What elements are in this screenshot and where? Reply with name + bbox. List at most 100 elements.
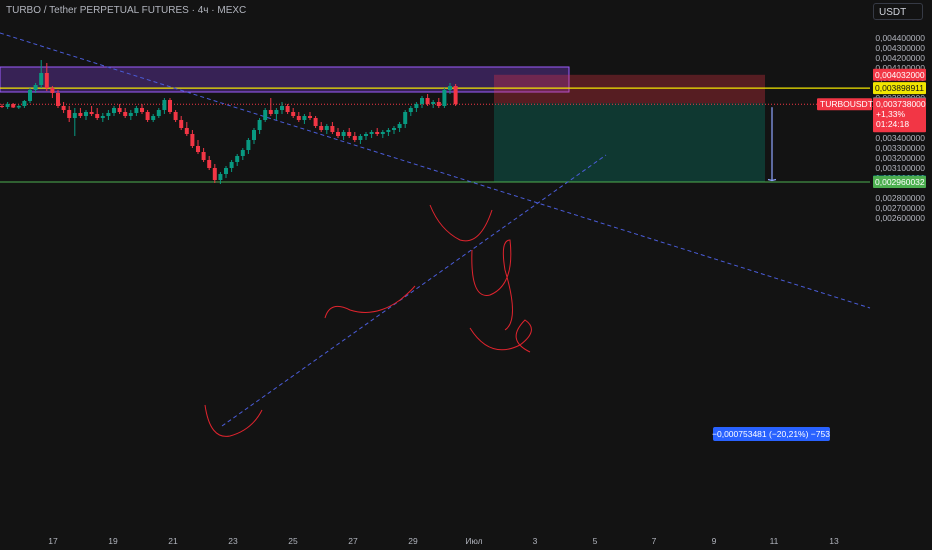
candle-body xyxy=(0,106,4,107)
candle xyxy=(201,148,206,162)
candle xyxy=(436,98,441,108)
candle-body xyxy=(50,88,55,93)
stop-loss-zone[interactable] xyxy=(494,74,765,104)
current-price-text: 01:24:18 xyxy=(876,119,909,129)
candle xyxy=(375,128,380,136)
candle xyxy=(145,110,150,122)
candle xyxy=(246,138,251,154)
candle-body xyxy=(386,130,391,132)
x-tick-label: 13 xyxy=(829,536,839,546)
hand-drawn-annotation[interactable] xyxy=(204,404,263,437)
candle xyxy=(229,160,234,172)
candle-body xyxy=(246,140,251,150)
candle-body xyxy=(84,112,88,116)
take-profit-zone[interactable] xyxy=(494,103,765,182)
candle xyxy=(168,98,172,114)
hand-drawn-annotation[interactable] xyxy=(324,285,416,319)
measure-label-bg xyxy=(713,427,830,441)
candle-body xyxy=(112,108,116,113)
x-tick-label: Июл xyxy=(465,536,482,546)
candle-body xyxy=(448,86,452,90)
candle xyxy=(268,98,273,116)
candle-body xyxy=(162,100,167,110)
candle xyxy=(408,106,413,116)
candle xyxy=(28,88,32,103)
candle xyxy=(392,126,396,134)
candle-body xyxy=(128,113,133,116)
candle-body xyxy=(341,132,346,136)
candle-body xyxy=(425,98,430,104)
y-tick-label: 0,003300000 xyxy=(875,143,925,153)
candle xyxy=(56,90,60,108)
candle xyxy=(442,88,447,108)
descending-trendline[interactable] xyxy=(0,32,871,309)
candle xyxy=(78,108,83,118)
candle xyxy=(358,134,363,144)
candle xyxy=(274,108,279,120)
candle-body xyxy=(302,116,307,120)
candle xyxy=(151,114,156,122)
candle-body xyxy=(184,128,189,134)
candle xyxy=(425,94,430,106)
candle xyxy=(263,108,268,122)
hand-drawn-annotation[interactable] xyxy=(469,319,532,353)
hand-drawn-annotation[interactable] xyxy=(429,204,493,242)
price-tag: 0,002960032 xyxy=(873,175,926,188)
candle xyxy=(162,98,167,114)
candle-body xyxy=(414,104,419,108)
candle-body xyxy=(330,126,335,132)
price-tag-text: 0,003898911 xyxy=(875,83,924,93)
candle xyxy=(39,60,44,88)
measure-label[interactable]: −0,000753481 (−20,21%) −753 xyxy=(712,427,830,441)
price-tag-text: 0,004032000 xyxy=(875,70,925,80)
candle-body xyxy=(156,110,161,116)
candle xyxy=(224,166,228,178)
price-tag-bg xyxy=(873,82,926,95)
candle xyxy=(44,63,49,91)
candle-body xyxy=(56,93,60,106)
candle xyxy=(285,104,290,114)
price-tag-bg xyxy=(873,175,926,188)
candle xyxy=(5,102,10,109)
candle xyxy=(0,104,4,108)
candle-body xyxy=(392,128,396,130)
candle xyxy=(330,122,335,134)
current-price-text: +1,33% xyxy=(876,109,906,119)
candle xyxy=(128,110,133,120)
ascending-trendline[interactable] xyxy=(221,154,607,427)
x-tick-label: 3 xyxy=(533,536,538,546)
symbol-tag-bg xyxy=(817,98,872,111)
candle-body xyxy=(16,106,21,108)
candle-body xyxy=(95,114,100,118)
x-tick-label: 9 xyxy=(712,536,717,546)
candle xyxy=(22,100,27,108)
candle-body xyxy=(140,108,144,112)
hand-drawn-annotation[interactable] xyxy=(471,239,513,331)
candle-body xyxy=(11,104,16,108)
candle-body xyxy=(240,150,245,156)
currency-selector[interactable]: USDT xyxy=(873,3,923,20)
candle xyxy=(218,172,223,184)
candle xyxy=(257,118,262,134)
x-tick-label: 19 xyxy=(108,536,118,546)
price-tag: 0,004032000 xyxy=(873,68,926,81)
candle-body xyxy=(285,106,290,112)
candle-body xyxy=(224,168,228,174)
measure-label-text: −0,000753481 (−20,21%) −753 xyxy=(712,429,830,439)
candle xyxy=(106,110,111,120)
y-tick-label: 0,002600000 xyxy=(875,213,925,223)
candle xyxy=(313,116,318,128)
candle-body xyxy=(296,116,301,120)
candle-body xyxy=(123,112,128,116)
candle xyxy=(252,128,256,144)
y-tick-label: 0,004100000 xyxy=(875,63,925,73)
candle xyxy=(134,106,139,116)
candle-body xyxy=(28,90,32,101)
candle xyxy=(50,86,55,98)
candle-body xyxy=(257,120,262,130)
candle-body xyxy=(420,98,424,104)
candle xyxy=(89,106,94,116)
candle-body xyxy=(22,101,27,106)
candle-body xyxy=(33,85,38,90)
